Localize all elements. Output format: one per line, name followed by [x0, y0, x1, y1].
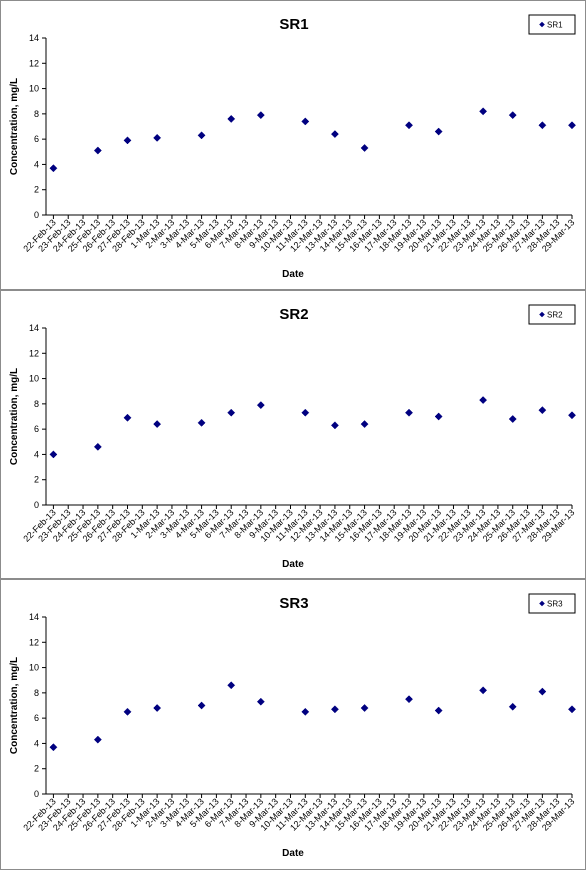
legend-label: SR2 — [547, 311, 563, 320]
data-point — [360, 704, 369, 712]
y-tick-label: 2 — [34, 764, 39, 774]
y-tick-label: 6 — [34, 713, 39, 723]
data-point — [301, 408, 310, 417]
data-point — [568, 411, 576, 420]
chart-panel-sr2: SR2 0 2 4 6 8 10 12 14 22-Feb-13 23-Feb-13 24-Feb-1… — [0, 290, 586, 579]
y-axis-label: Concentration, mg/L — [9, 78, 20, 175]
data-point — [360, 420, 369, 429]
data-point — [93, 442, 102, 451]
data-point — [405, 695, 413, 704]
x-axis-label: Date — [282, 269, 304, 280]
legend: SR2 — [528, 304, 576, 325]
y-axis-label: Concentration, mg/L — [9, 657, 20, 754]
data-point — [301, 707, 310, 716]
data-point — [227, 114, 236, 123]
data-point — [256, 111, 265, 120]
data-point — [197, 418, 206, 427]
x-axis-label: Date — [282, 848, 304, 859]
data-point — [123, 136, 132, 145]
chart-svg: SR10246810121422-Feb-1323-Feb-1324-Feb-1… — [9, 14, 576, 280]
y-tick-label: 8 — [34, 399, 39, 409]
y-tick-label: 4 — [34, 738, 39, 748]
chart-svg: SR30246810121422-Feb-1323-Feb-1324-Feb-1… — [9, 593, 576, 859]
data-point — [330, 421, 339, 430]
y-tick-label: 10 — [29, 84, 39, 94]
data-point — [434, 412, 443, 421]
data-point — [227, 681, 236, 690]
y-tick-label: 12 — [29, 348, 39, 358]
y-tick-label: 4 — [34, 449, 39, 459]
legend: SR3 — [528, 593, 576, 614]
data-point — [93, 735, 102, 744]
data-point — [153, 704, 162, 712]
data-point — [538, 687, 547, 696]
data-point — [301, 117, 310, 126]
data-point — [479, 686, 488, 695]
data-point — [197, 701, 206, 710]
data-point — [123, 707, 132, 716]
legend-marker — [539, 600, 545, 607]
data-point — [49, 743, 58, 752]
data-point — [538, 121, 547, 130]
y-tick-label: 0 — [34, 789, 39, 799]
y-tick-label: 2 — [34, 185, 39, 195]
y-axis-label: Concentration, mg/L — [9, 368, 20, 465]
data-point — [197, 131, 206, 140]
data-point — [405, 121, 413, 130]
y-tick-label: 14 — [29, 33, 39, 43]
data-point — [49, 450, 58, 459]
data-point — [508, 415, 517, 423]
data-point — [123, 413, 132, 422]
data-point — [434, 706, 443, 715]
legend-label: SR1 — [547, 21, 563, 30]
data-point — [256, 401, 265, 410]
data-point — [434, 127, 443, 136]
data-point — [479, 107, 488, 116]
data-point — [153, 133, 162, 142]
legend-box — [528, 14, 576, 35]
chart-panel-sr1: SR1 0 2 4 6 8 10 12 14 22-Feb-13 23-Feb-13 24-Feb-1… — [0, 0, 586, 290]
x-axis-label: Date — [282, 559, 304, 570]
data-point — [330, 130, 339, 139]
chart-title: SR2 — [279, 306, 308, 323]
data-point — [405, 408, 413, 417]
data-point — [538, 406, 547, 415]
data-point — [93, 146, 102, 155]
chart-svg: SR20246810121422-Feb-1323-Feb-1324-Feb-1… — [9, 304, 576, 570]
y-tick-label: 10 — [29, 374, 39, 384]
y-tick-label: 12 — [29, 637, 39, 647]
y-tick-label: 8 — [34, 109, 39, 119]
legend-marker — [539, 21, 545, 28]
chart-title: SR1 — [279, 16, 308, 33]
y-tick-label: 0 — [34, 500, 39, 510]
data-point — [508, 111, 517, 120]
legend-box — [528, 304, 576, 325]
data-point — [568, 705, 576, 714]
legend: SR1 — [528, 14, 576, 35]
chart-panel-sr3: SR3 0 2 4 6 8 10 12 14 22-Feb-13 23-Feb-13 24-Feb-1… — [0, 579, 586, 870]
data-point — [360, 144, 369, 152]
y-tick-label: 2 — [34, 475, 39, 485]
legend-marker — [539, 311, 545, 318]
y-tick-label: 14 — [29, 323, 39, 333]
legend-label: SR3 — [547, 600, 563, 609]
y-tick-label: 8 — [34, 688, 39, 698]
data-point — [153, 420, 162, 429]
y-tick-label: 6 — [34, 424, 39, 434]
y-tick-label: 10 — [29, 663, 39, 673]
y-tick-label: 4 — [34, 159, 39, 169]
y-tick-label: 14 — [29, 612, 39, 622]
legend-box — [528, 593, 576, 614]
y-tick-label: 6 — [34, 134, 39, 144]
data-point — [508, 702, 517, 711]
chart-title: SR3 — [279, 595, 308, 612]
data-point — [568, 121, 576, 130]
data-point — [256, 697, 265, 706]
y-tick-label: 0 — [34, 210, 39, 220]
y-tick-label: 12 — [29, 58, 39, 68]
data-point — [49, 164, 58, 173]
data-point — [330, 705, 339, 714]
data-point — [227, 408, 236, 417]
data-point — [479, 396, 488, 405]
